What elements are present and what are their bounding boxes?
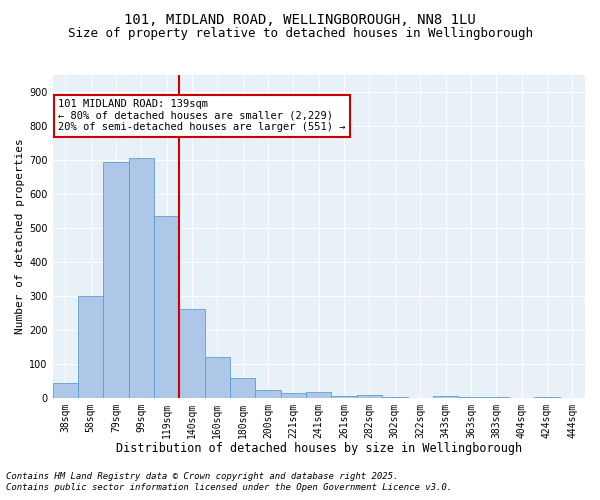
- Text: 101 MIDLAND ROAD: 139sqm
← 80% of detached houses are smaller (2,229)
20% of sem: 101 MIDLAND ROAD: 139sqm ← 80% of detach…: [58, 99, 346, 132]
- Bar: [205, 357, 230, 398]
- Text: Contains HM Land Registry data © Crown copyright and database right 2025.: Contains HM Land Registry data © Crown c…: [6, 472, 398, 481]
- Text: 101, MIDLAND ROAD, WELLINGBOROUGH, NN8 1LU: 101, MIDLAND ROAD, WELLINGBOROUGH, NN8 1…: [124, 12, 476, 26]
- Bar: [306, 392, 331, 398]
- Bar: [256, 390, 281, 398]
- Y-axis label: Number of detached properties: Number of detached properties: [15, 138, 25, 334]
- Bar: [230, 378, 256, 398]
- Text: Contains public sector information licensed under the Open Government Licence v3: Contains public sector information licen…: [6, 484, 452, 492]
- Bar: [128, 158, 154, 398]
- X-axis label: Distribution of detached houses by size in Wellingborough: Distribution of detached houses by size …: [116, 442, 522, 455]
- Text: Size of property relative to detached houses in Wellingborough: Size of property relative to detached ho…: [67, 28, 533, 40]
- Bar: [179, 310, 205, 398]
- Bar: [382, 397, 407, 398]
- Bar: [357, 395, 382, 398]
- Bar: [53, 384, 78, 398]
- Bar: [433, 396, 458, 398]
- Bar: [281, 394, 306, 398]
- Bar: [78, 296, 103, 398]
- Bar: [331, 396, 357, 398]
- Bar: [103, 162, 128, 398]
- Bar: [154, 216, 179, 398]
